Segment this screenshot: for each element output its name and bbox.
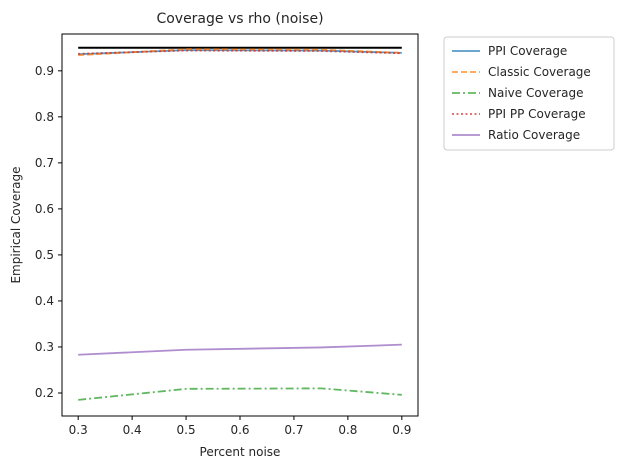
x-axis-label: Percent noise [200,445,281,459]
y-tick-label: 0.4 [35,294,54,308]
x-tick-label: 0.5 [177,423,196,437]
legend-label: Ratio Coverage [488,128,580,142]
series-lines [78,46,402,401]
y-tick-label: 0.8 [35,110,54,124]
x-tick-label: 0.3 [69,423,88,437]
x-tick-label: 0.4 [123,423,142,437]
x-tick-label: 0.9 [392,423,411,437]
y-tick-label: 0.2 [35,386,54,400]
x-tick-label: 0.6 [230,423,249,437]
legend-label: PPI Coverage [488,44,567,58]
x-tick-label: 0.8 [338,423,357,437]
y-axis-label: Empirical Coverage [9,166,23,283]
y-tick-label: 0.9 [35,64,54,78]
legend-frame [443,36,615,151]
legend-label: PPI PP Coverage [488,107,586,121]
y-tick-label: 0.5 [35,248,54,262]
y-tick-label: 0.6 [35,202,54,216]
x-tick-label: 0.7 [284,423,303,437]
plot-area [61,33,419,417]
legend-label: Classic Coverage [488,65,591,79]
y-axis: 0.2 0.3 0.4 0.5 0.6 0.7 0.8 0.9 [35,64,62,400]
series-line-classic-coverage [78,48,402,57]
series-line-naive-coverage [78,387,402,401]
legend: PPI Coverage Classic Coverage Naive Covera… [443,36,615,151]
chart-title: Coverage vs rho (noise) [156,11,323,27]
y-tick-label: 0.7 [35,156,54,170]
x-axis: 0.3 0.4 0.5 0.6 0.7 0.8 0.9 [69,416,411,437]
legend-label: Naive Coverage [488,86,583,100]
series-line-ratio-coverage [78,343,402,356]
y-tick-label: 0.3 [35,340,54,354]
